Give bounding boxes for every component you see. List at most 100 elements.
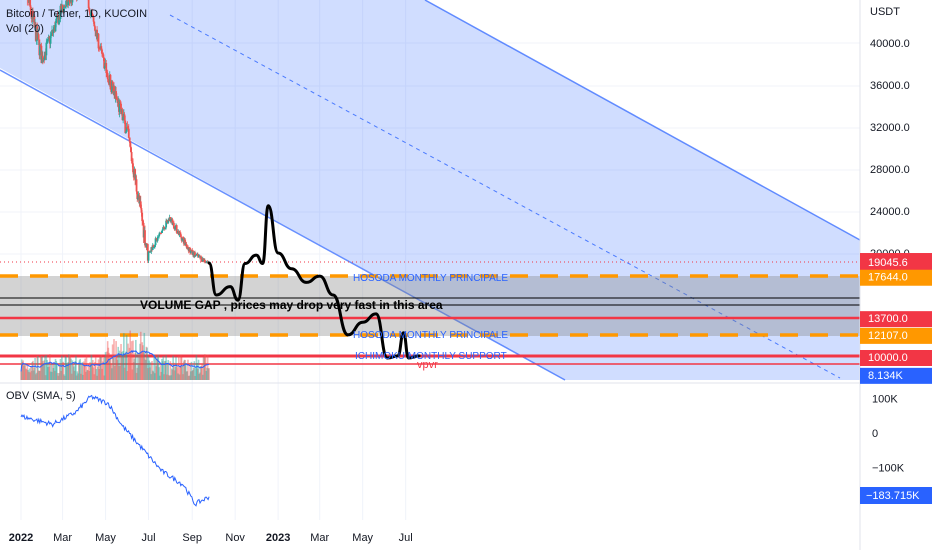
- volume-bar: [135, 339, 137, 380]
- volume-bar: [129, 330, 131, 380]
- candle-body: [97, 33, 100, 49]
- candle-body: [56, 15, 59, 17]
- candle-body: [144, 230, 146, 246]
- volume-bar: [23, 364, 26, 380]
- candle-body: [124, 120, 127, 134]
- volume-bar: [76, 371, 79, 380]
- candle-body: [69, 1, 72, 3]
- candle-body: [129, 141, 132, 147]
- volume-bar: [188, 375, 191, 380]
- volume-bar: [177, 373, 179, 380]
- volume-bar: [167, 360, 170, 380]
- volume-bar: [115, 341, 117, 380]
- time-tick-label: 2022: [9, 532, 33, 544]
- volume-bar: [92, 360, 94, 380]
- volume-bar: [25, 368, 27, 380]
- volume-bar: [101, 368, 103, 380]
- volume-bar: [136, 367, 139, 380]
- candle-body: [46, 39, 49, 43]
- volume-bar: [128, 347, 131, 380]
- candle-body: [131, 161, 134, 164]
- candle-body: [122, 116, 125, 121]
- candle-body: [106, 73, 109, 80]
- volume-bar: [80, 373, 82, 380]
- volume-bar: [75, 375, 78, 380]
- volume-bar: [99, 356, 102, 380]
- candle-body: [61, 4, 64, 9]
- volume-bar: [159, 365, 162, 380]
- volume-bar: [163, 374, 165, 380]
- volume-bar: [172, 355, 174, 380]
- volume-bar: [121, 357, 124, 380]
- candle-body: [165, 220, 168, 228]
- candle-body: [136, 191, 139, 199]
- volume-bar: [153, 354, 155, 380]
- descending-channel: [0, 0, 860, 380]
- volume-bar: [49, 371, 52, 380]
- volume-bar: [138, 353, 141, 380]
- price-tick-label: 24000.0: [870, 206, 910, 218]
- volume-bar: [94, 361, 96, 380]
- time-tick-label: May: [95, 532, 116, 544]
- volume-bar: [137, 352, 139, 380]
- volume-bar: [157, 354, 160, 380]
- obv-title: OBV (SMA, 5): [6, 390, 76, 402]
- candle-body: [103, 57, 106, 69]
- candle-body: [45, 42, 48, 56]
- price-axis[interactable]: USDT 40000.0 36000.0 32000.0 28000.0 24000.0…: [859, 0, 932, 550]
- volume-bar: [64, 355, 67, 380]
- volume-bar: [44, 375, 47, 380]
- volume-bar: [143, 332, 146, 380]
- candle-body: [48, 37, 51, 39]
- grid-lines: [0, 0, 860, 520]
- candle-body: [172, 222, 175, 229]
- volume-bars: [20, 330, 210, 380]
- volume-bar: [112, 357, 115, 380]
- volume-bar: [114, 357, 117, 380]
- candle-body: [135, 179, 138, 192]
- volume-bar: [53, 364, 55, 380]
- candle-body: [123, 114, 126, 121]
- volume-bar: [105, 355, 108, 380]
- candle-body: [100, 46, 103, 50]
- candle-body: [91, 14, 94, 18]
- volume-bar: [156, 357, 159, 380]
- volume-bar: [50, 363, 53, 380]
- volume-bar: [130, 352, 132, 380]
- time-tick-label: Sep: [182, 532, 202, 544]
- candle-body: [194, 255, 197, 257]
- candle-body: [39, 45, 41, 56]
- volume-bar: [34, 374, 37, 380]
- volume-bar: [178, 355, 180, 380]
- volume-bar: [171, 369, 174, 380]
- volume-bar: [46, 367, 49, 380]
- volume-bar: [113, 339, 115, 380]
- volume-bar: [91, 362, 93, 380]
- volume-bar: [120, 343, 122, 380]
- volume-bar: [146, 347, 148, 380]
- volume-bar: [148, 360, 151, 380]
- volume-bar: [124, 354, 127, 380]
- volume-bar: [89, 364, 92, 380]
- volume-gap-label: VOLUME GAP , prices may drop very fast i…: [140, 298, 443, 312]
- candle-body: [118, 103, 121, 112]
- candle-body: [164, 227, 167, 230]
- candle-body: [158, 232, 161, 235]
- candle-body: [199, 255, 201, 258]
- volume-bar: [151, 370, 154, 380]
- volume-bar: [30, 366, 32, 380]
- price-tick-label: 28000.0: [870, 164, 910, 176]
- volume-bar: [45, 355, 48, 380]
- candle-body: [101, 53, 104, 55]
- candle-body: [170, 219, 172, 222]
- volume-bar: [198, 373, 201, 380]
- volume-bar: [142, 345, 144, 380]
- time-axis[interactable]: 2022 Mar May Jul Sep Nov 2023 Mar May Jul: [9, 532, 413, 544]
- volume-bar: [96, 375, 98, 380]
- volume-bar: [90, 354, 93, 380]
- candle-body: [58, 14, 60, 25]
- volume-bar: [24, 363, 27, 380]
- candle-body: [32, 10, 34, 19]
- volume-bar: [189, 362, 191, 380]
